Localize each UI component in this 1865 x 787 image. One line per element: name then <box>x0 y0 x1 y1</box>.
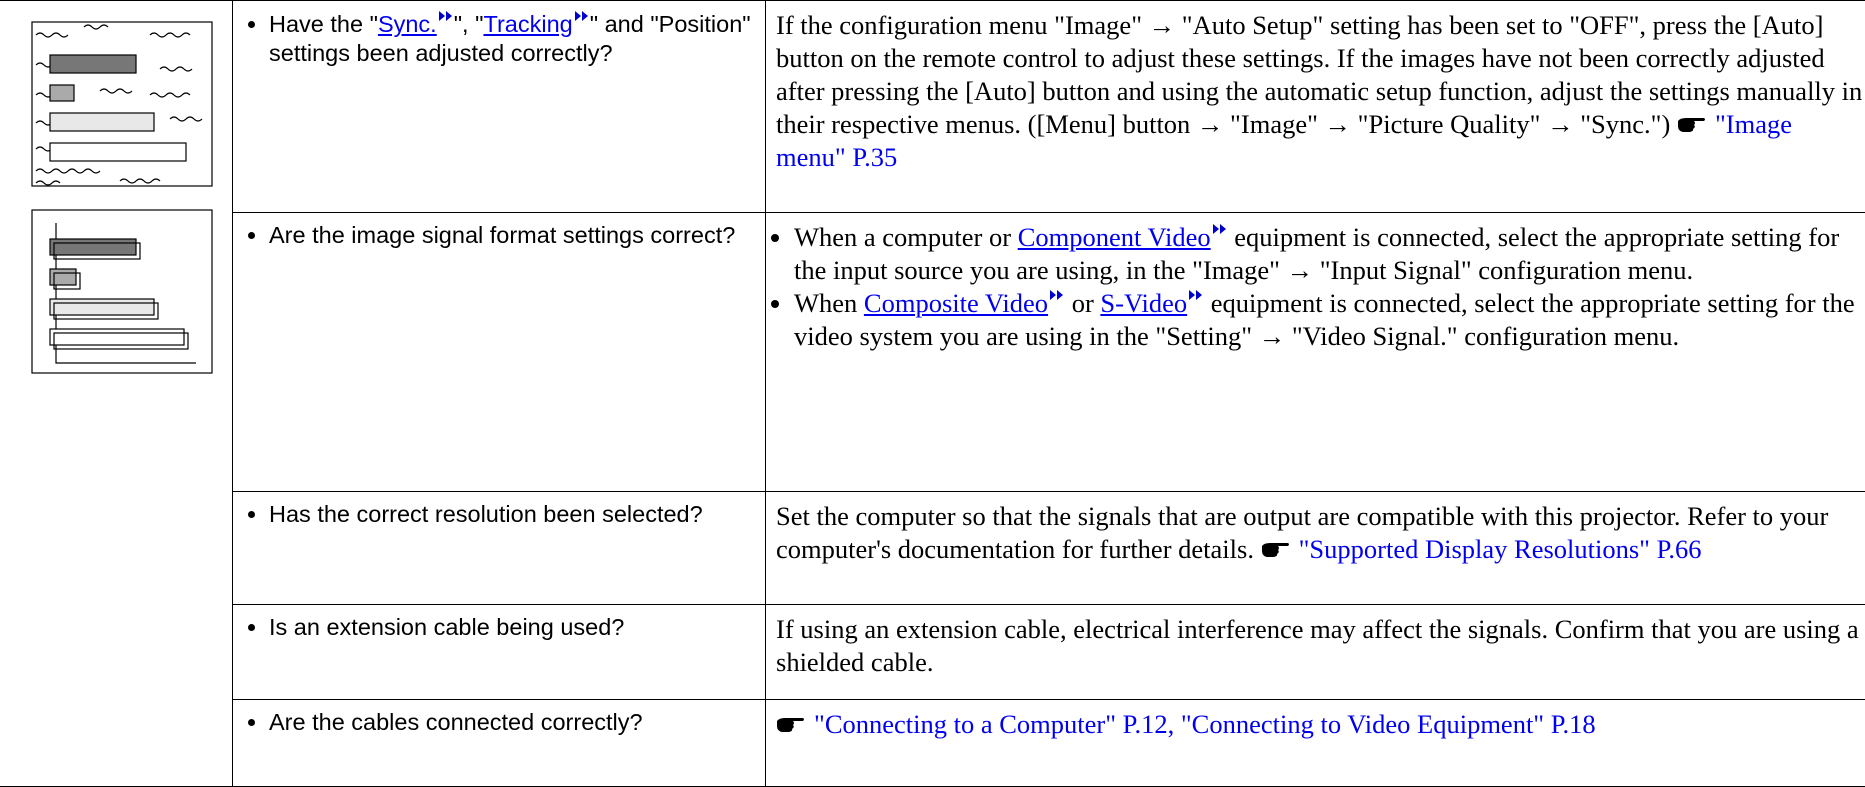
answer-cell: "Connecting to a Computer" P.12, "Connec… <box>766 700 1865 787</box>
glossary-icon <box>1188 288 1204 302</box>
question-list: Is an extension cable being used? <box>245 613 753 642</box>
answer-cell: When a computer or Component Video equip… <box>766 213 1865 492</box>
question: Is an extension cable being used? <box>269 613 753 642</box>
table-row: Have the "Sync.", "Tracking" and "Positi… <box>0 1 1865 213</box>
question-list: Are the image signal format settings cor… <box>245 221 753 250</box>
illustration-cell <box>0 1 233 787</box>
text: Has the correct resolution been selected… <box>269 501 703 527</box>
table-row: Are the cables connected correctly? "Conn… <box>0 700 1865 787</box>
reference-icon <box>1677 115 1707 133</box>
page-reference[interactable]: "Supported Display Resolutions" P.66 <box>1299 534 1702 564</box>
answer-cell: Set the computer so that the signals tha… <box>766 492 1865 605</box>
text: When <box>794 288 864 318</box>
glossary-icon <box>1212 222 1228 236</box>
question: Has the correct resolution been selected… <box>269 500 753 529</box>
answer: If the configuration menu "Image" → "Aut… <box>776 9 1865 174</box>
text: ", " <box>454 11 484 37</box>
answer-item: When Composite Video or S-Video equipmen… <box>794 287 1865 353</box>
glossary-link[interactable]: Tracking <box>483 11 572 37</box>
glossary-link[interactable]: Composite Video <box>864 288 1048 318</box>
question: Are the cables connected correctly? <box>269 708 753 737</box>
answer-list: When a computer or Component Video equip… <box>776 221 1865 353</box>
text: Are the image signal format settings cor… <box>269 222 735 248</box>
question-cell: Are the image signal format settings cor… <box>233 213 766 492</box>
glossary-icon <box>574 9 590 23</box>
text: Are the cables connected correctly? <box>269 709 643 735</box>
glossary-link[interactable]: Sync. <box>378 11 437 37</box>
reference-icon <box>776 715 806 733</box>
illustration <box>0 1 232 401</box>
question-list: Have the "Sync.", "Tracking" and "Positi… <box>245 9 753 68</box>
text: or <box>1065 288 1100 318</box>
text: When a computer or <box>794 222 1018 252</box>
table-row: Has the correct resolution been selected… <box>0 492 1865 605</box>
question-list: Are the cables connected correctly? <box>245 708 753 737</box>
answer-item: When a computer or Component Video equip… <box>794 221 1865 287</box>
table-row: Is an extension cable being used? If usin… <box>0 605 1865 700</box>
page-reference[interactable]: "Connecting to a Computer" P.12, "Connec… <box>814 709 1596 739</box>
text: Have the " <box>269 11 378 37</box>
question-cell: Has the correct resolution been selected… <box>233 492 766 605</box>
answer-cell: If the configuration menu "Image" → "Aut… <box>766 1 1865 213</box>
text: Is an extension cable being used? <box>269 614 624 640</box>
glossary-link[interactable]: S-Video <box>1100 288 1187 318</box>
reference-icon <box>1261 540 1291 558</box>
table-row: Are the image signal format settings cor… <box>0 213 1865 492</box>
question-list: Has the correct resolution been selected… <box>245 500 753 529</box>
glossary-icon <box>1049 288 1065 302</box>
answer: Set the computer so that the signals tha… <box>776 500 1865 566</box>
question: Have the "Sync.", "Tracking" and "Positi… <box>269 9 753 68</box>
answer: If using an extension cable, electrical … <box>776 613 1865 679</box>
question: Are the image signal format settings cor… <box>269 221 753 250</box>
answer-cell: If using an extension cable, electrical … <box>766 605 1865 700</box>
glossary-link[interactable]: Component Video <box>1018 222 1211 252</box>
text: If using an extension cable, electrical … <box>776 614 1859 677</box>
question-cell: Have the "Sync.", "Tracking" and "Positi… <box>233 1 766 213</box>
answer: "Connecting to a Computer" P.12, "Connec… <box>776 708 1865 741</box>
glossary-icon <box>438 9 454 23</box>
question-cell: Is an extension cable being used? <box>233 605 766 700</box>
question-cell: Are the cables connected correctly? <box>233 700 766 787</box>
